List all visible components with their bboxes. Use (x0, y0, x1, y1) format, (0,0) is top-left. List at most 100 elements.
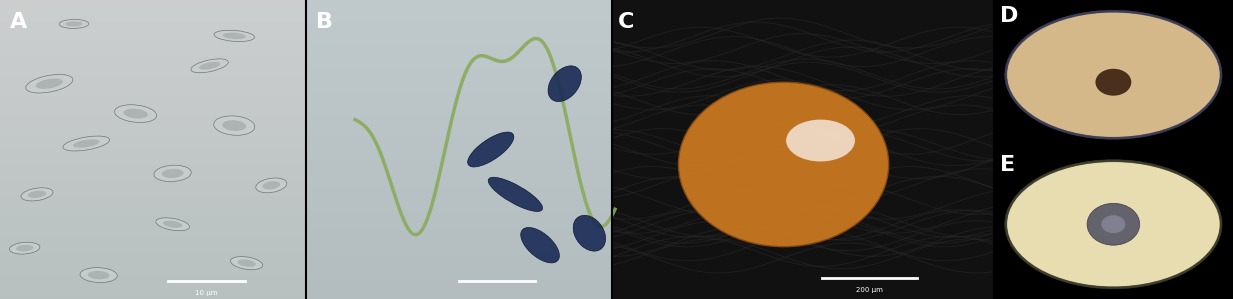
Bar (306, 204, 612, 209)
Bar (0, 179, 306, 184)
Bar (306, 284, 612, 289)
Bar (0, 90, 306, 95)
Bar (306, 164, 612, 170)
Bar (0, 70, 306, 75)
Bar (306, 140, 612, 144)
Bar (0, 35, 306, 40)
Ellipse shape (467, 132, 514, 167)
Bar (306, 85, 612, 90)
Bar (0, 189, 306, 194)
Bar (0, 100, 306, 105)
Ellipse shape (255, 178, 287, 193)
Ellipse shape (59, 19, 89, 28)
Bar (306, 194, 612, 199)
Ellipse shape (154, 165, 191, 181)
Bar (0, 259, 306, 264)
Bar (0, 15, 306, 20)
Bar (612, 0, 994, 299)
Bar (306, 199, 612, 204)
Ellipse shape (162, 169, 184, 178)
Ellipse shape (191, 59, 228, 73)
Ellipse shape (199, 62, 221, 70)
Bar (0, 269, 306, 274)
Bar (0, 289, 306, 294)
Bar (0, 199, 306, 204)
Text: C: C (618, 12, 634, 32)
Bar (0, 55, 306, 60)
Bar (0, 150, 306, 155)
Bar (306, 239, 612, 244)
Bar (0, 125, 306, 129)
Ellipse shape (27, 191, 47, 198)
Bar (306, 100, 612, 105)
Bar (306, 25, 612, 30)
Bar (306, 110, 612, 115)
Bar (0, 244, 306, 249)
Bar (0, 164, 306, 170)
Bar (0, 294, 306, 299)
Ellipse shape (678, 82, 889, 247)
Text: 200 μm: 200 μm (856, 287, 883, 293)
Ellipse shape (36, 79, 63, 89)
Bar (0, 234, 306, 239)
Bar (306, 0, 612, 5)
Bar (0, 229, 306, 234)
Bar (306, 209, 612, 214)
Ellipse shape (520, 228, 560, 263)
Bar (0, 279, 306, 284)
Bar (0, 224, 306, 229)
Ellipse shape (1006, 11, 1221, 138)
Ellipse shape (80, 268, 117, 283)
Bar (306, 90, 612, 95)
Bar (0, 209, 306, 214)
Bar (306, 184, 612, 189)
Bar (0, 40, 306, 45)
Bar (306, 95, 612, 100)
Bar (306, 234, 612, 239)
Bar (306, 50, 612, 55)
Ellipse shape (213, 116, 255, 135)
Bar (306, 40, 612, 45)
Bar (306, 189, 612, 194)
Bar (306, 15, 612, 20)
Bar (306, 35, 612, 40)
Ellipse shape (123, 109, 148, 119)
Bar (306, 170, 612, 174)
Bar (0, 30, 306, 35)
Bar (0, 80, 306, 85)
Bar (306, 45, 612, 50)
Bar (306, 174, 612, 179)
Bar (0, 184, 306, 189)
Ellipse shape (21, 188, 53, 201)
Bar (306, 214, 612, 219)
Ellipse shape (16, 245, 33, 251)
Ellipse shape (65, 22, 83, 26)
Bar (306, 129, 612, 135)
Bar (0, 135, 306, 140)
Bar (306, 274, 612, 279)
Bar (306, 20, 612, 25)
Bar (306, 259, 612, 264)
Bar (0, 65, 306, 70)
Bar (306, 179, 612, 184)
Bar (0, 274, 306, 279)
Bar (0, 5, 306, 10)
Bar (0, 120, 306, 125)
Bar (0, 0, 306, 299)
Text: E: E (1000, 155, 1015, 176)
Bar (0, 174, 306, 179)
Ellipse shape (547, 66, 582, 102)
Bar (0, 25, 306, 30)
Bar (0, 85, 306, 90)
Bar (306, 244, 612, 249)
Bar (0, 140, 306, 144)
Bar (306, 219, 612, 224)
Bar (0, 95, 306, 100)
Bar (306, 269, 612, 274)
Bar (994, 0, 1233, 150)
Bar (306, 144, 612, 150)
Ellipse shape (1088, 203, 1139, 245)
Bar (0, 254, 306, 259)
Bar (306, 249, 612, 254)
Bar (0, 249, 306, 254)
